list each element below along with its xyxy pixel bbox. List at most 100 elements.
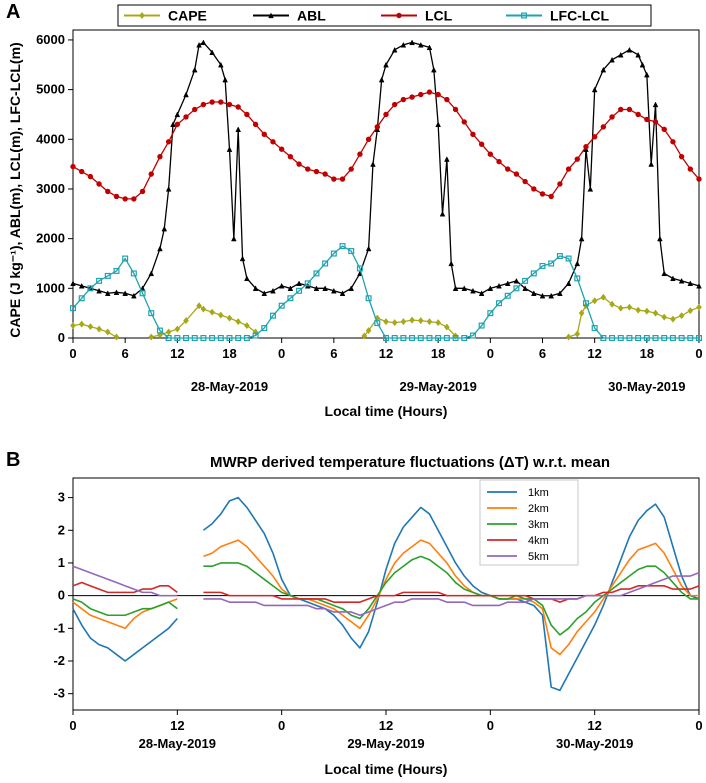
panel-a-lfc-lcl-point (478, 322, 485, 329)
panel-a-abl-point (548, 292, 554, 299)
panel-a-abl-point (239, 255, 246, 262)
panel-a-abl-point (209, 49, 215, 56)
panel-a-cape-point (409, 316, 415, 324)
panel-a-abl-point (113, 289, 120, 295)
panel-a-x-tick-label: 18 (431, 346, 445, 361)
panel-a-lcl-point (548, 193, 554, 200)
panel-a-lfc-lcl-point (304, 280, 311, 287)
panel-a-abl-point (200, 39, 207, 46)
panel-a-cape-point (644, 307, 650, 315)
panel-a-lcl-point (105, 188, 111, 195)
panel-a-cape-point (574, 330, 581, 338)
panel-a-lfc-lcl-point (322, 260, 329, 267)
panel-a-series-abl (70, 39, 702, 299)
panel-a-cape-point (565, 333, 572, 341)
panel-a-lfc-lcl-point (226, 335, 233, 342)
panel-a-lfc-lcl-point (582, 300, 589, 307)
panel-b-3km-line (72, 598, 178, 617)
panel-a-x-tick-label: 18 (222, 346, 236, 361)
panel-a-cape-point (244, 322, 250, 330)
panel-a-lfc-lcl-point (261, 325, 268, 332)
panel-a-lcl-point (357, 151, 363, 157)
panel-a-lfc-lcl-point (113, 267, 120, 274)
panel-a-abl-point (617, 51, 624, 58)
panel-b-x-tick-label: 12 (587, 718, 601, 733)
panel-a-y-tick-label: 4000 (36, 131, 65, 146)
panel-a-lcl-point (487, 151, 494, 157)
panel-a-lcl-point (209, 99, 215, 105)
panel-b-2km-line (72, 598, 178, 630)
panel-a-lfc-lcl-point (539, 262, 546, 269)
panel-a-cape-point (444, 323, 450, 331)
panel-a-abl-point (609, 56, 615, 63)
panel-a-abl-point (444, 156, 450, 162)
panel-a-cape-point (218, 311, 224, 319)
panel-a-lfc-lcl-point (678, 335, 685, 342)
panel-a-abl-point (378, 76, 385, 83)
panel-a-cape-point (600, 293, 607, 301)
panel-a-lcl-point (618, 106, 624, 113)
panel-a-abl-point (565, 280, 572, 287)
panel-a-abl-point (383, 61, 389, 68)
panel-b-date-label: 28-May-2019 (139, 736, 216, 751)
panel-a-lcl-point (374, 124, 381, 130)
panel-a-lfc-lcl-point (426, 335, 433, 342)
panel-a-lfc-lcl-point (617, 335, 624, 342)
panel-b-legend-1km-label: 1km (528, 487, 549, 499)
panel-a-abl-point (313, 285, 320, 291)
panel-a-lcl-point (531, 186, 537, 192)
panel-a-cape-point (235, 318, 241, 326)
panel-a-x-tick-label: 0 (278, 346, 285, 361)
panel-a-lcl-point (513, 171, 520, 177)
panel-a-cape-point (578, 309, 585, 317)
panel-a-x-tick-label: 6 (539, 346, 546, 361)
panel-a-cape-point (96, 325, 102, 333)
panel-a-abl-point (278, 282, 285, 289)
panel-a-lfc-lcl-point (269, 312, 276, 319)
panel-a-abl-point (531, 290, 537, 296)
panel-a: A CAPE (J kg⁻¹), ABL(m), LCL(m), LFC-LCL… (6, 1, 703, 419)
panel-a-lfc-lcl-point (661, 335, 668, 342)
panel-a-y-tick-label: 1000 (36, 280, 65, 295)
panel-a-lfc-lcl-point (69, 305, 76, 312)
panel-a-cape-point (417, 317, 424, 325)
panel-a-abl-point (648, 161, 654, 167)
panel-a-lfc-lcl-point (635, 335, 642, 342)
panel-b-legend-5km-label: 5km (528, 551, 549, 563)
panel-a-series-cape (70, 293, 702, 341)
panel-a-cape-point (652, 309, 659, 317)
panel-a-cape-point (635, 306, 641, 314)
panel-a-lcl-point (400, 96, 407, 103)
panel-a-y-axis-title: CAPE (J kg⁻¹), ABL(m), LCL(m), LFC-LCL(m… (7, 42, 23, 337)
panel-a-x-tick-label: 18 (640, 346, 654, 361)
panel-a-lfc-lcl-point (496, 300, 503, 307)
panel-a-lcl-point (200, 101, 207, 108)
panel-b-x-tick-label: 0 (69, 718, 76, 733)
panel-a-cape-point (591, 297, 598, 305)
panel-a-lcl-point (600, 124, 607, 130)
panel-b-y-tick-label: 3 (58, 490, 65, 505)
panel-a-abl-point (322, 285, 328, 291)
panel-a-y-tick-label: 3000 (36, 181, 65, 196)
panel-a-cape-point (209, 308, 215, 316)
panel-a-lcl-point (339, 176, 346, 182)
panel-a-lfc-lcl-point (609, 335, 616, 342)
panel-a-lfc-lcl-point (235, 335, 242, 342)
panel-b-x-axis-title: Local time (Hours) (325, 761, 448, 777)
panel-a-cape-point (200, 305, 207, 313)
panel-a-abl-point (96, 287, 102, 294)
panel-a-lfc-lcl-point (183, 335, 190, 342)
panel-b-5km-line (72, 565, 178, 597)
panel-a-abl-point (365, 245, 372, 252)
panel-a-abl-point (478, 290, 485, 296)
panel-a-abl-point (504, 280, 511, 287)
panel-a-y-tick-label: 6000 (36, 32, 65, 47)
panel-a-lfc-lcl-point (591, 325, 598, 332)
panel-a-cape-point (383, 318, 389, 326)
panel-a-lfc-lcl-point (148, 310, 155, 317)
panel-a-cape-point (687, 307, 694, 315)
panel-a-x-tick-label: 0 (69, 346, 76, 361)
panel-b-y-tick-label: 1 (58, 555, 65, 570)
panel-a-lfc-lcl-point (504, 292, 511, 299)
